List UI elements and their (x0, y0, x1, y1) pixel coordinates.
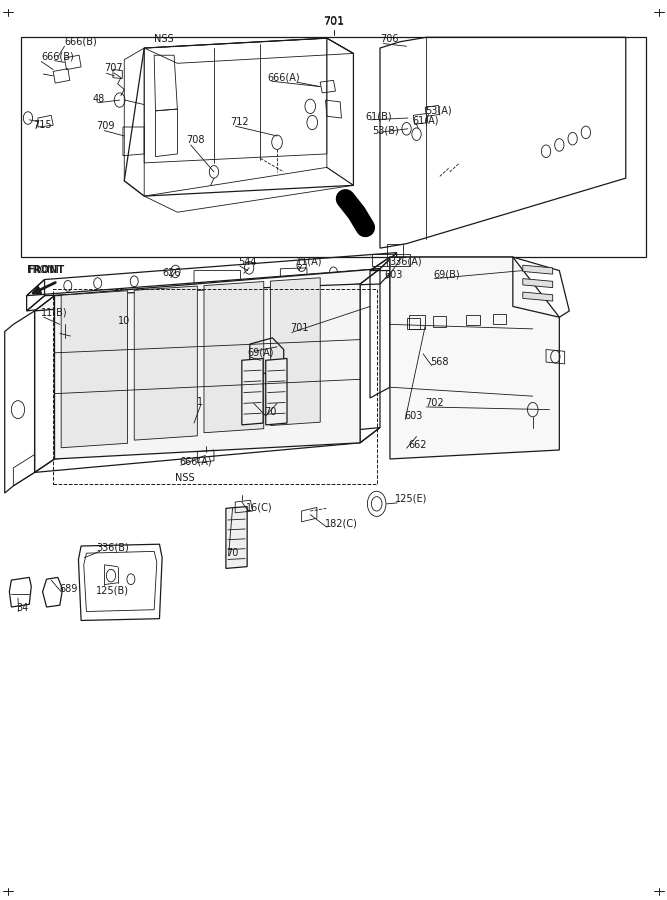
Text: 16(C): 16(C) (246, 503, 272, 513)
Polygon shape (134, 286, 197, 440)
Text: 662: 662 (409, 440, 427, 450)
Text: 125(B): 125(B) (96, 585, 129, 596)
Text: 603: 603 (385, 269, 403, 280)
Text: 70: 70 (263, 407, 276, 417)
Text: 712: 712 (231, 117, 249, 127)
Text: NSS: NSS (175, 473, 194, 483)
Text: 666(B): 666(B) (65, 36, 97, 46)
Text: 626: 626 (162, 267, 181, 278)
Polygon shape (270, 278, 320, 426)
Text: 69(A): 69(A) (247, 347, 273, 357)
Text: 182(C): 182(C) (325, 519, 358, 529)
Text: 666(A): 666(A) (267, 72, 299, 82)
Text: 715: 715 (33, 120, 52, 130)
Text: 544: 544 (238, 257, 256, 267)
Text: 10: 10 (117, 316, 130, 326)
Text: 61(A): 61(A) (412, 115, 438, 125)
Text: 53(B): 53(B) (372, 125, 399, 135)
Bar (21, 37, 646, 257)
Text: 709: 709 (96, 122, 115, 131)
Text: 34: 34 (16, 603, 28, 613)
Polygon shape (35, 269, 380, 310)
Text: 70: 70 (227, 548, 239, 558)
Text: FRONT: FRONT (27, 265, 60, 275)
Text: NSS: NSS (154, 33, 174, 43)
Text: 702: 702 (425, 398, 444, 408)
Text: 706: 706 (380, 33, 398, 43)
Text: 708: 708 (186, 135, 205, 145)
Polygon shape (55, 284, 360, 459)
Text: 689: 689 (59, 583, 77, 594)
Polygon shape (390, 257, 560, 459)
Text: 48: 48 (93, 94, 105, 104)
Polygon shape (61, 291, 127, 448)
Text: 707: 707 (104, 63, 123, 73)
Text: 603: 603 (404, 411, 422, 421)
Text: 53(A): 53(A) (425, 105, 452, 115)
Text: 1: 1 (197, 397, 203, 407)
Text: 11(B): 11(B) (41, 307, 68, 317)
Text: 701: 701 (323, 15, 344, 25)
Text: 61(B): 61(B) (366, 112, 392, 122)
Text: 336(A): 336(A) (390, 257, 422, 267)
Text: 336(B): 336(B) (96, 543, 129, 553)
Text: FRONT: FRONT (27, 265, 64, 275)
Text: 125(E): 125(E) (395, 494, 427, 504)
Text: 701: 701 (290, 323, 309, 333)
Text: 701: 701 (323, 16, 344, 26)
Polygon shape (226, 507, 247, 569)
Polygon shape (523, 292, 553, 302)
Text: 568: 568 (430, 356, 448, 366)
Text: 11(A): 11(A) (296, 257, 323, 267)
Bar (53, 289, 378, 484)
Polygon shape (265, 358, 287, 425)
Polygon shape (204, 282, 263, 433)
Text: 69(B): 69(B) (433, 269, 460, 280)
Polygon shape (523, 279, 553, 288)
Polygon shape (523, 266, 553, 274)
Text: 666(B): 666(B) (41, 51, 74, 61)
Polygon shape (242, 358, 263, 425)
Text: 666(A): 666(A) (179, 456, 212, 466)
